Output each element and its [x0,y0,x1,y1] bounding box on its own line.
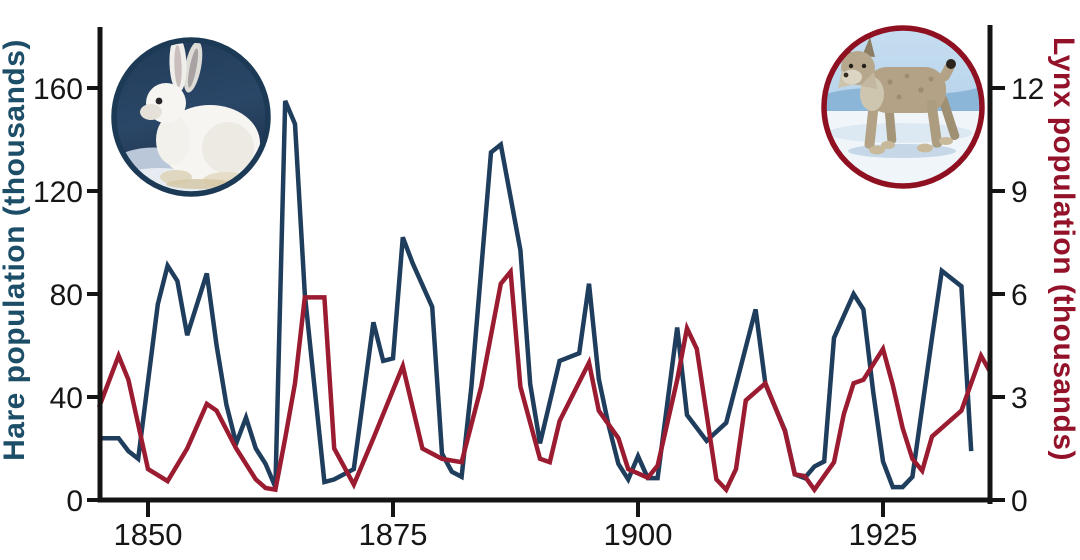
hare-photo [111,37,271,197]
lynx-spot-4 [896,94,902,100]
lynx-eye-right [861,63,867,69]
lynx-paw-4 [939,137,953,145]
lynx-spot-1 [887,79,893,85]
left-tick-label-80: 80 [50,279,83,312]
x-tick-label-1850: 1850 [114,517,183,552]
left-tick-label-160: 160 [33,73,83,106]
left-axis-title: Hare population (thousands) [0,39,31,461]
right-tick-labels: 12 9 6 3 0 [1011,73,1044,518]
left-tick-label-120: 120 [33,176,83,209]
lynx-nose [843,72,849,78]
lynx-line [96,265,993,494]
lynx-front-leg-front [864,101,879,149]
lynx-photo [821,25,985,189]
right-tick-label-0: 0 [1011,485,1028,518]
lynx-paw-2 [881,141,895,149]
left-tick-label-40: 40 [50,382,83,415]
hare-haunch [202,122,254,174]
right-tick-label-9: 9 [1011,176,1028,209]
lynx-cheek-ruff-right [860,72,877,89]
hare-muzzle [140,104,162,120]
lynx-ear-right [862,37,875,57]
lynx-body [866,67,946,113]
right-tick-label-6: 6 [1011,279,1028,312]
x-tick-label-1900: 1900 [604,517,673,552]
hare-line [99,100,974,490]
lynx-spot-3 [918,87,924,93]
lynx-spot-5 [928,76,934,82]
left-tick-label-0: 0 [66,485,83,518]
right-axis-title: Lynx population (thousands) [1047,37,1080,461]
lynx-eye-left [848,63,854,69]
axes [87,25,1005,517]
lynx-photo-border [821,25,985,189]
lynx-hind-leg-back [938,95,960,141]
hare-ear-front-inner [174,45,182,87]
lynx-spot-2 [904,73,910,79]
hare-illustration [140,42,260,189]
hare-chest [156,115,190,165]
lynx-tail-tip [946,59,956,69]
hare-eye [155,97,163,105]
hare-foot-shadow [166,179,234,189]
lynx-paw-1 [869,145,885,155]
right-tick-label-12: 12 [1011,73,1044,106]
x-tick-labels: 1850 1875 1900 1925 [114,517,918,552]
lynx-paw-3 [917,143,933,153]
left-tick-labels: 160 120 80 40 0 [33,73,83,518]
hare-ear-back-inner [187,48,199,88]
lynx-hind-leg-front [926,99,943,148]
right-tick-label-3: 3 [1011,382,1028,415]
x-tick-label-1925: 1925 [849,517,918,552]
x-tick-label-1875: 1875 [359,517,428,552]
hare-photo-border [111,37,271,197]
